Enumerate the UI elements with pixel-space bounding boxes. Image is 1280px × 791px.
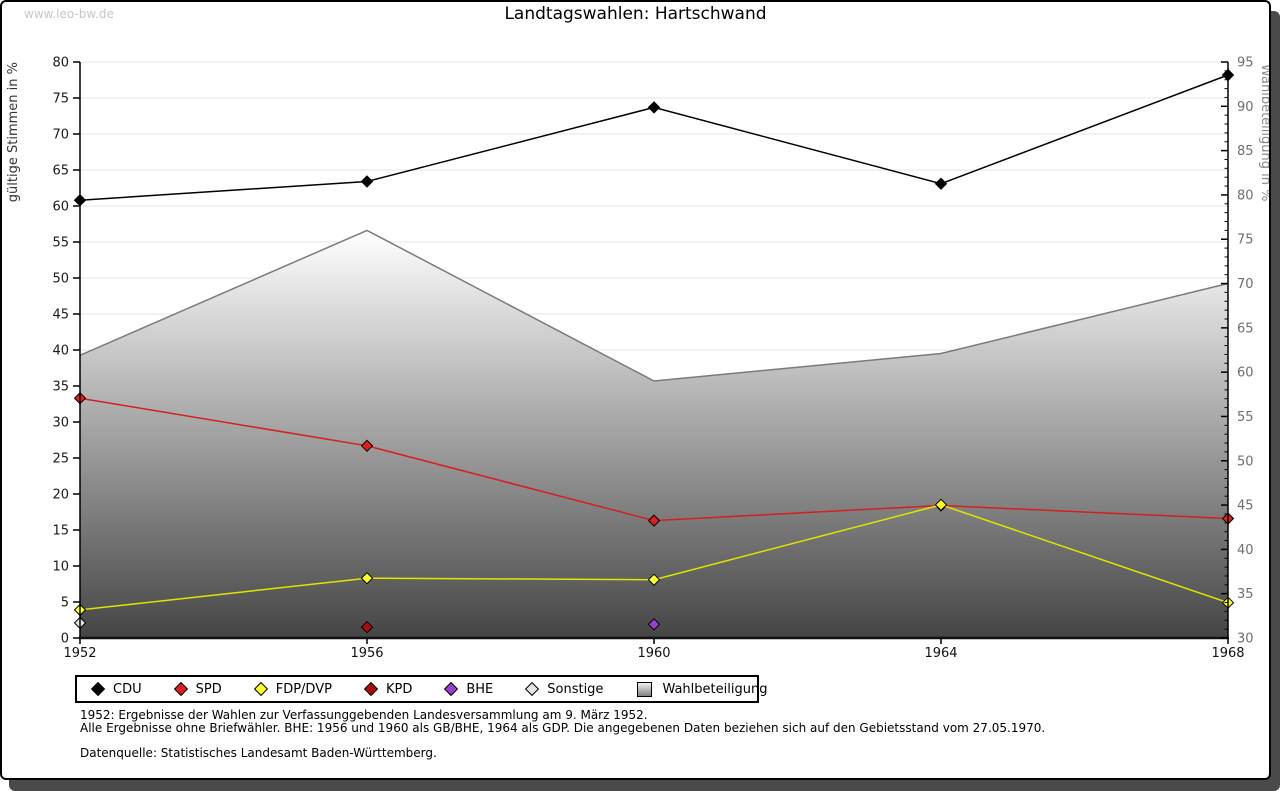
chart-legend: CDU SPD FDP/DVP KPD BHE Sonstige Wahlbeteiligu… xyxy=(75,675,767,703)
legend-item-bhe: BHE xyxy=(444,681,494,697)
legend-item-kpd: KPD xyxy=(363,681,413,697)
svg-text:95: 95 xyxy=(1237,56,1254,71)
svg-text:85: 85 xyxy=(1237,144,1254,159)
svg-text:70: 70 xyxy=(1237,277,1254,292)
cdu-marker xyxy=(360,175,374,188)
svg-text:1968: 1968 xyxy=(1211,646,1244,661)
legend-label: SPD xyxy=(195,681,222,697)
svg-text:45: 45 xyxy=(1237,499,1254,514)
svg-text:35: 35 xyxy=(52,380,69,395)
cdu-marker xyxy=(934,177,948,190)
legend-item-wahlbeteiligung: Wahlbeteiligung xyxy=(637,681,768,697)
svg-text:50: 50 xyxy=(1237,454,1254,469)
svg-text:50: 50 xyxy=(52,272,69,287)
svg-text:80: 80 xyxy=(52,56,69,71)
svg-text:25: 25 xyxy=(52,452,69,467)
series-cdu xyxy=(73,68,1235,207)
series-kpd xyxy=(360,620,374,634)
right-axis-title: Wahlbeteiligung in % xyxy=(1258,64,1269,201)
svg-text:30: 30 xyxy=(1237,632,1254,647)
svg-text:70: 70 xyxy=(52,128,69,143)
legend-item-sonstige: Sonstige xyxy=(525,681,604,697)
election-chart: 0 5 10 15 20 25 30 35 40 45 50 55 60 65 70 75 80 30 35 40 45… xyxy=(6,56,1269,662)
watermark: www.leo-bw.de xyxy=(24,7,114,21)
cdu-marker-icon xyxy=(90,681,106,697)
svg-text:1960: 1960 xyxy=(637,646,670,661)
svg-text:60: 60 xyxy=(1237,366,1254,381)
footnote-line: 1952: Ergebnisse der Wahlen zur Verfassu… xyxy=(80,708,648,722)
svg-text:0: 0 xyxy=(61,632,69,647)
wahlbeteiligung-area-swatch-icon xyxy=(637,681,653,697)
svg-text:35: 35 xyxy=(1237,587,1254,602)
spd-marker-icon xyxy=(173,681,188,697)
legend-label: Sonstige xyxy=(547,681,604,697)
svg-text:75: 75 xyxy=(1237,233,1254,248)
svg-text:40: 40 xyxy=(52,344,69,359)
bhe-marker xyxy=(647,618,661,631)
fdp-dvp-marker xyxy=(360,571,374,585)
svg-text:15: 15 xyxy=(52,524,69,539)
spd-marker xyxy=(647,514,661,527)
svg-text:80: 80 xyxy=(1237,188,1254,203)
svg-text:60: 60 xyxy=(52,200,69,215)
bhe-marker-icon xyxy=(444,681,459,697)
svg-text:30: 30 xyxy=(52,416,69,431)
kpd-marker xyxy=(360,620,374,634)
series-fdp-dvp xyxy=(73,498,1235,617)
svg-text:40: 40 xyxy=(1237,543,1254,558)
legend-label: BHE xyxy=(466,681,494,697)
participation-area-outline xyxy=(79,229,1229,382)
legend-label: KPD xyxy=(385,681,413,697)
kpd-marker-icon xyxy=(363,681,379,697)
chart-card: www.leo-bw.de Landtagswahlen: Hartschwan… xyxy=(0,0,1271,780)
svg-text:1956: 1956 xyxy=(350,646,383,661)
svg-text:55: 55 xyxy=(52,236,69,251)
legend-label: CDU xyxy=(113,681,142,697)
fdp-dvp-marker xyxy=(934,498,948,512)
data-source: Datenquelle: Statistisches Landesamt Bad… xyxy=(80,746,437,760)
participation-area xyxy=(80,230,1228,638)
svg-text:45: 45 xyxy=(52,308,69,323)
cdu-marker xyxy=(647,101,661,114)
svg-text:55: 55 xyxy=(1237,410,1254,425)
footnote-line: Alle Ergebnisse ohne Briefwähler. BHE: 1… xyxy=(80,721,1046,735)
fdp-dvp-marker-icon xyxy=(253,681,268,697)
legend-item-fdp-dvp: FDP/DVP xyxy=(253,681,332,697)
svg-text:75: 75 xyxy=(52,92,69,107)
legend-item-cdu: CDU xyxy=(90,681,142,697)
svg-text:65: 65 xyxy=(1237,321,1254,336)
spd-marker xyxy=(360,439,374,453)
axes: 0 5 10 15 20 25 30 35 40 45 50 55 60 65 70 75 80 30 35 40 45… xyxy=(52,56,1253,662)
page-title: Landtagswahlen: Hartschwand xyxy=(504,4,767,24)
legend-label: FDP/DVP xyxy=(275,681,332,697)
legend-item-spd: SPD xyxy=(173,681,222,697)
svg-text:20: 20 xyxy=(52,488,69,503)
svg-text:1964: 1964 xyxy=(924,646,957,661)
svg-text:90: 90 xyxy=(1237,100,1254,115)
svg-text:1952: 1952 xyxy=(63,646,96,661)
svg-text:5: 5 xyxy=(61,596,69,611)
series-bhe xyxy=(647,618,661,631)
sonstige-marker-icon xyxy=(525,681,540,697)
left-axis-title: gültige Stimmen in % xyxy=(6,62,21,202)
legend-label: Wahlbeteiligung xyxy=(662,681,768,697)
fdp-dvp-marker xyxy=(647,573,661,586)
svg-text:65: 65 xyxy=(52,164,69,179)
svg-text:10: 10 xyxy=(52,560,69,575)
